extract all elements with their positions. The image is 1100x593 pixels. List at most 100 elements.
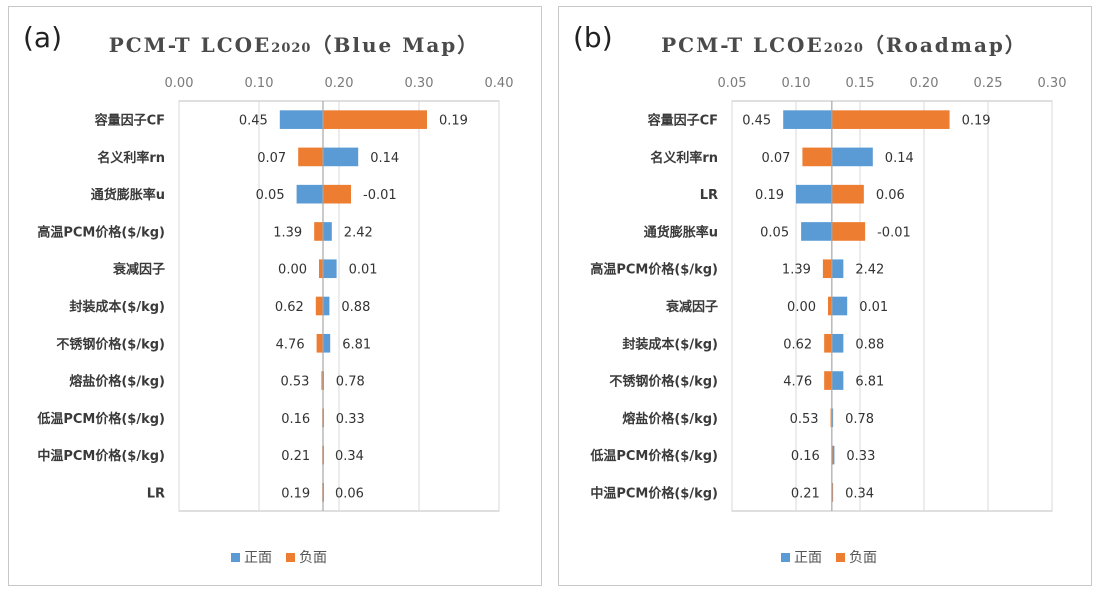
category-label: LR — [700, 188, 718, 203]
data-label-right: 6.81 — [855, 375, 884, 390]
bar-positive — [831, 259, 844, 279]
legend-swatch-positive — [781, 552, 790, 562]
legend: 正面 负面 — [231, 547, 327, 567]
bar-negative — [822, 259, 832, 279]
data-label-right: 0.14 — [370, 151, 399, 166]
category-label: 熔盐价格($/kg) — [622, 411, 718, 427]
data-label-left: 4.76 — [276, 337, 305, 352]
bar-positive — [323, 333, 331, 353]
data-label-left: 0.62 — [275, 300, 304, 315]
data-label-left: 0.07 — [257, 151, 286, 166]
data-label-right: 0.14 — [885, 151, 914, 166]
bar-negative — [831, 222, 866, 241]
bar-negative — [321, 371, 323, 390]
bar-positive — [783, 110, 832, 129]
data-label-right: 0.06 — [876, 188, 905, 203]
data-label-right: 2.42 — [344, 225, 373, 240]
bar-positive — [831, 445, 835, 465]
category-label: 熔盐价格($/kg) — [69, 374, 165, 390]
data-label-left: 0.53 — [790, 412, 819, 427]
category-label: 高温PCM价格($/kg) — [590, 262, 718, 278]
bar-positive — [323, 222, 332, 241]
data-label-right: 0.06 — [335, 486, 364, 501]
data-label-right: 0.88 — [341, 300, 370, 315]
chart-panel-b: (b) PCM-T LCOE2020（Roadmap） 0.05 0.10 0.15… — [558, 6, 1092, 586]
bar-negative — [315, 296, 323, 316]
data-label-right: 0.88 — [855, 337, 884, 352]
category-label: 名义利率rn — [97, 150, 165, 166]
x-tick-label: 0.40 — [485, 76, 514, 91]
data-label-left: 0.45 — [742, 114, 771, 129]
bar-negative — [824, 333, 832, 353]
tornado-chart: 0.05 0.10 0.15 0.20 0.25 0.30 容量因子CF 0.45 0.19 名义… — [589, 76, 1067, 512]
bar-negative — [824, 371, 832, 390]
tornado-chart: 0.00 0.10 0.20 0.30 0.40 容量因子CF 0.45 0.19 名义利率rn… — [36, 76, 514, 512]
data-label-left: 0.00 — [278, 263, 307, 278]
bar-positive — [323, 259, 337, 279]
panel-label: (b) — [573, 21, 613, 54]
data-label-right: 0.34 — [335, 449, 364, 464]
category-label: 衰减因子 — [112, 262, 165, 278]
data-label-left: 0.05 — [760, 225, 789, 240]
data-label-right: -0.01 — [877, 225, 911, 240]
data-label-right: 0.01 — [859, 300, 888, 315]
x-tick-label: 0.15 — [846, 76, 875, 91]
x-tick-label: 0.30 — [1038, 76, 1067, 91]
data-label-left: 0.45 — [239, 114, 268, 129]
category-label: 衰减因子 — [665, 299, 718, 315]
x-tick-label: 0.05 — [718, 76, 747, 91]
data-label-left: 0.16 — [281, 412, 310, 427]
bar-positive — [296, 184, 323, 204]
bar-negative — [802, 147, 832, 167]
data-label-right: 0.33 — [336, 412, 365, 427]
category-label: 中温PCM价格($/kg) — [590, 485, 718, 501]
category-label: 通货膨胀率u — [91, 187, 165, 203]
data-label-right: 0.78 — [336, 375, 365, 390]
bar-positive — [796, 184, 832, 204]
data-label-left: 0.21 — [791, 486, 820, 501]
category-label: 不锈钢价格($/kg) — [56, 336, 165, 352]
data-label-left: 0.19 — [755, 188, 784, 203]
bar-negative — [298, 147, 323, 167]
bar-negative — [319, 259, 323, 279]
chart-title: PCM-T LCOE2020（Blue Map） — [108, 33, 480, 57]
bar-negative — [323, 184, 351, 204]
bar-negative — [831, 184, 864, 204]
x-tick-label: 0.10 — [782, 76, 811, 91]
legend-swatch-negative — [836, 552, 845, 562]
bar-positive — [323, 296, 330, 316]
data-label-right: 0.01 — [349, 263, 378, 278]
data-label-right: 0.19 — [962, 114, 991, 129]
bar-negative — [316, 333, 323, 353]
category-label: 封装成本($/kg) — [622, 336, 718, 352]
data-label-right: 0.78 — [845, 412, 874, 427]
data-label-left: 0.16 — [791, 449, 820, 464]
panel-label: (a) — [23, 21, 63, 54]
data-label-right: -0.01 — [363, 188, 397, 203]
category-label: 高温PCM价格($/kg) — [37, 224, 165, 240]
category-label: 容量因子CF — [94, 113, 165, 129]
bar-positive — [831, 296, 848, 316]
category-label: 通货膨胀率u — [644, 224, 718, 240]
x-tick-label: 0.20 — [325, 76, 354, 91]
category-label: 低温PCM价格($/kg) — [36, 411, 165, 427]
bar-positive — [831, 147, 873, 167]
data-label-left: 4.76 — [783, 375, 812, 390]
legend-item-negative: 负面 — [836, 547, 877, 567]
category-label: 不锈钢价格($/kg) — [609, 374, 718, 390]
bar-negative — [323, 110, 427, 129]
category-label: 低温PCM价格($/kg) — [589, 448, 718, 464]
category-label: 封装成本($/kg) — [69, 299, 165, 315]
bar-positive — [831, 333, 844, 353]
bar-negative — [831, 110, 950, 129]
data-label-left: 1.39 — [273, 225, 302, 240]
data-label-left: 0.53 — [280, 375, 309, 390]
x-tick-label: 0.30 — [405, 76, 434, 91]
data-label-left: 0.05 — [256, 188, 285, 203]
legend: 正面 负面 — [781, 547, 877, 567]
category-label: 名义利率rn — [650, 150, 718, 166]
data-label-left: 0.62 — [783, 337, 812, 352]
bar-negative — [828, 296, 832, 316]
bar-negative — [314, 222, 323, 241]
x-tick-label: 0.10 — [245, 76, 274, 91]
